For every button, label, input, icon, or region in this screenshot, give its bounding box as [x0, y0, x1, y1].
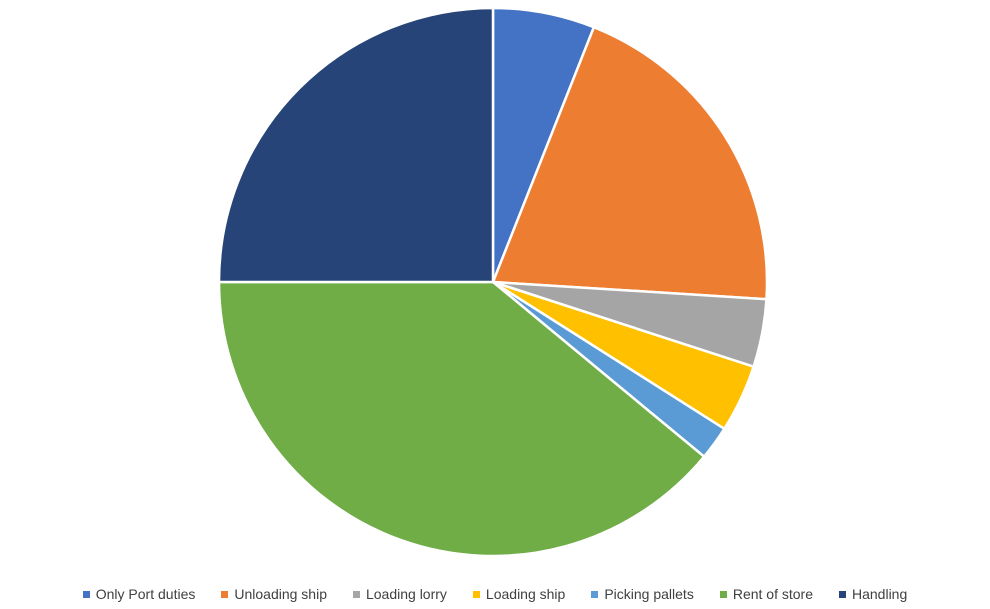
legend-item-only-port-duties: Only Port duties: [82, 586, 196, 602]
legend-item-picking-pallets: Picking pallets: [591, 586, 694, 602]
legend-item-loading-ship: Loading ship: [472, 586, 566, 602]
legend-swatch: [352, 590, 360, 598]
legend-label: Loading lorry: [365, 586, 447, 602]
legend-swatch: [221, 590, 229, 598]
legend-label: Rent of store: [732, 586, 813, 602]
pie-slices: [217, 6, 769, 558]
legend-label: Handling: [851, 586, 908, 602]
legend-item-rent-of-store: Rent of store: [719, 586, 813, 602]
legend: Only Port duties Unloading ship Loading lo…: [0, 586, 990, 602]
legend-label: Only Port duties: [95, 586, 196, 602]
legend-label: Unloading ship: [234, 586, 327, 602]
legend-swatch: [82, 590, 90, 598]
pie-slice-handling: [217, 6, 495, 284]
legend-label: Loading ship: [485, 586, 566, 602]
legend-item-loading-lorry: Loading lorry: [352, 586, 447, 602]
legend-item-unloading-ship: Unloading ship: [221, 586, 327, 602]
legend-swatch: [719, 590, 727, 598]
legend-swatch: [591, 590, 599, 598]
legend-label: Picking pallets: [604, 586, 694, 602]
pie-slice-rent-of-store: [217, 280, 706, 558]
legend-item-handling: Handling: [838, 586, 908, 602]
legend-swatch: [472, 590, 480, 598]
pie-slice-unloading-ship: [491, 25, 769, 301]
legend-swatch: [838, 590, 846, 598]
